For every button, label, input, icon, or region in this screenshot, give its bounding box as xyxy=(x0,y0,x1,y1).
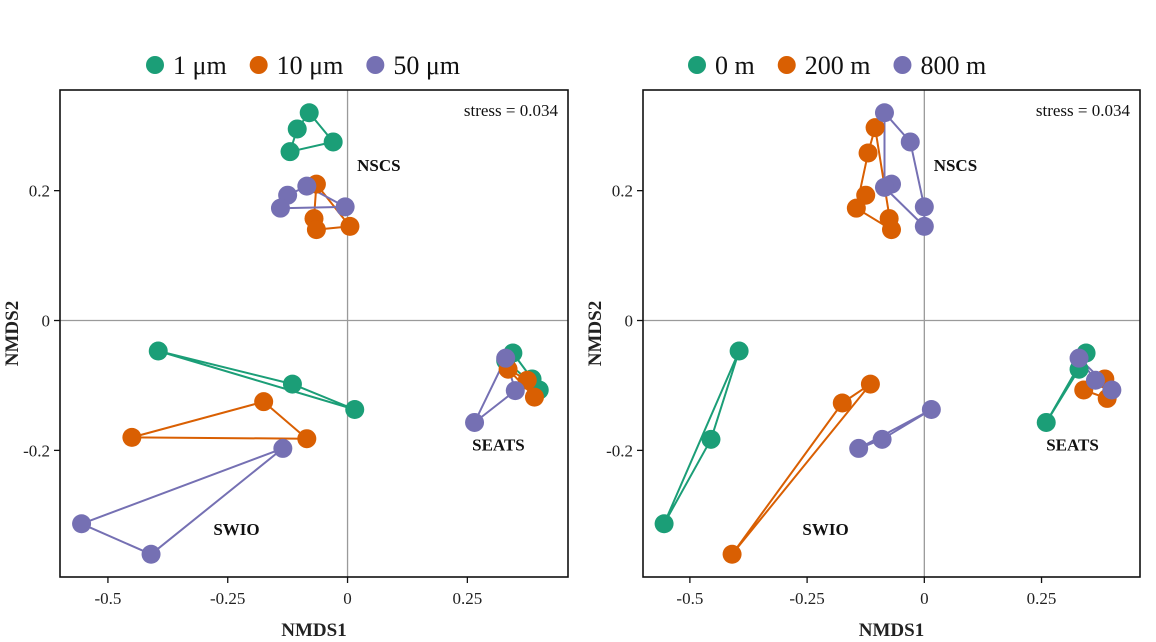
legend-item: 10 μm xyxy=(249,51,344,80)
region-label: SWIO xyxy=(213,520,259,539)
legend-label: 0 m xyxy=(715,51,755,80)
legend-item: 0 m xyxy=(688,51,755,80)
nmds-panel-1: 1 μm 10 μm 50 μm NSCS SEATS SWIO stress = 0.03… xyxy=(2,51,569,641)
x-tick-label: 0 xyxy=(920,589,929,608)
hull-outline xyxy=(663,350,741,525)
x-axis-title: NMDS1 xyxy=(281,620,346,641)
x-tick-label: -0.5 xyxy=(676,589,703,608)
region-label: SEATS xyxy=(472,435,525,454)
nmds-panel-2: 0 m 200 m 800 m NSCS SEATS SWIO stress = 0.034… xyxy=(585,51,1141,641)
data-point xyxy=(496,348,516,368)
data-point xyxy=(849,438,869,458)
legend-label: 800 m xyxy=(920,51,986,80)
data-point xyxy=(299,103,319,123)
x-tick-label: -0.5 xyxy=(94,589,121,608)
data-point xyxy=(254,392,274,412)
hull-outline xyxy=(130,400,308,440)
data-point xyxy=(701,429,721,449)
legend-label: 10 μm xyxy=(277,51,344,80)
data-point xyxy=(335,197,355,217)
data-point xyxy=(465,412,485,432)
legend-marker xyxy=(777,56,796,74)
data-point xyxy=(921,399,941,419)
data-point xyxy=(323,132,343,152)
data-point xyxy=(141,544,161,564)
y-tick-label: -0.2 xyxy=(606,441,633,460)
data-point xyxy=(1069,348,1089,368)
legend-marker xyxy=(146,56,164,74)
y-tick-label: 0 xyxy=(42,312,51,331)
legend-label: 1 μm xyxy=(173,51,227,80)
data-point xyxy=(297,176,317,196)
region-label: SWIO xyxy=(802,520,848,539)
hull-outline xyxy=(731,383,872,556)
x-tick-label: -0.25 xyxy=(210,589,245,608)
legend-item: 200 m xyxy=(777,51,871,80)
data-point xyxy=(148,341,168,361)
data-point xyxy=(914,197,934,217)
data-point xyxy=(882,220,901,240)
data-point xyxy=(874,177,894,197)
data-point xyxy=(722,544,742,564)
data-point xyxy=(900,132,920,152)
data-point xyxy=(914,216,934,236)
data-point xyxy=(282,374,302,394)
data-point xyxy=(729,341,749,361)
legend-marker xyxy=(366,56,385,74)
data-point xyxy=(858,143,878,163)
data-point xyxy=(846,198,866,218)
stress-annotation: stress = 0.034 xyxy=(1036,101,1131,120)
data-point xyxy=(340,216,360,236)
data-point xyxy=(273,438,293,458)
data-point xyxy=(280,142,300,162)
y-tick-label: 0 xyxy=(625,312,634,331)
x-tick-label: 0.25 xyxy=(452,589,482,608)
data-point xyxy=(860,374,880,394)
data-point xyxy=(72,514,92,534)
legend-item: 1 μm xyxy=(146,51,227,80)
data-point xyxy=(122,427,142,447)
data-point xyxy=(1102,380,1122,400)
data-point xyxy=(872,429,892,449)
region-label: NSCS xyxy=(934,156,977,175)
hull-outline xyxy=(157,350,356,411)
x-tick-label: -0.25 xyxy=(789,589,824,608)
data-point xyxy=(306,220,326,240)
data-point xyxy=(287,119,307,139)
x-axis-title: NMDS1 xyxy=(859,620,924,641)
legend-marker xyxy=(249,56,268,74)
legend-marker xyxy=(893,56,912,74)
data-point xyxy=(524,387,544,407)
legend-label: 50 μm xyxy=(393,51,460,80)
plot-frame xyxy=(59,89,569,578)
legend-item: 800 m xyxy=(893,51,986,80)
data-point xyxy=(270,198,290,218)
legend-item: 50 μm xyxy=(366,51,460,80)
legend-marker xyxy=(688,56,706,74)
y-axis-title: NMDS2 xyxy=(585,301,606,366)
y-axis-title: NMDS2 xyxy=(2,301,23,366)
data-point xyxy=(654,514,674,534)
x-tick-label: 0.25 xyxy=(1027,589,1057,608)
data-point xyxy=(297,429,317,449)
data-point xyxy=(505,381,525,401)
region-label: SEATS xyxy=(1046,435,1099,454)
y-tick-label: 0.2 xyxy=(29,182,50,201)
data-point xyxy=(1085,370,1105,390)
stress-annotation: stress = 0.034 xyxy=(464,101,559,120)
data-point xyxy=(345,399,365,419)
x-tick-label: 0 xyxy=(343,589,352,608)
y-tick-label: -0.2 xyxy=(23,441,50,460)
hull-outline xyxy=(857,408,933,450)
legend-label: 200 m xyxy=(805,51,871,80)
region-label: NSCS xyxy=(357,156,400,175)
y-tick-label: 0.2 xyxy=(612,182,633,201)
data-point xyxy=(865,118,885,138)
data-point xyxy=(874,103,894,123)
data-point xyxy=(1036,412,1056,432)
plot-frame xyxy=(642,89,1141,578)
data-point xyxy=(832,393,852,413)
hull-outline xyxy=(80,447,284,556)
